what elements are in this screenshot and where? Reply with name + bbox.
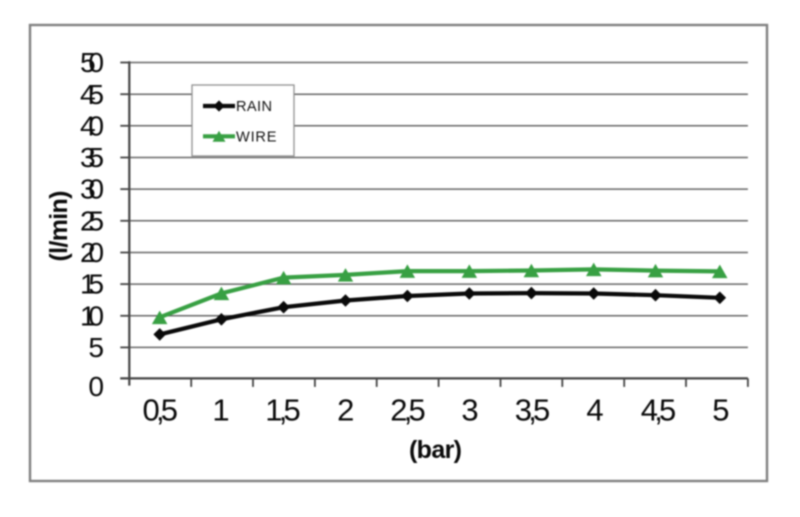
svg-text:10: 10 [80, 299, 104, 331]
svg-text:2,5: 2,5 [390, 393, 426, 428]
svg-text:2: 2 [337, 393, 354, 428]
svg-text:3,5: 3,5 [515, 393, 551, 428]
svg-text:30: 30 [80, 173, 104, 205]
svg-text:1,5: 1,5 [265, 393, 301, 428]
svg-text:4: 4 [586, 393, 603, 428]
svg-text:4,5: 4,5 [641, 393, 677, 428]
svg-text:(bar): (bar) [409, 436, 462, 464]
svg-text:5: 5 [88, 331, 104, 363]
svg-text:5: 5 [712, 393, 729, 428]
svg-text:50: 50 [80, 46, 104, 78]
svg-text:0,5: 0,5 [143, 393, 179, 428]
svg-text:45: 45 [80, 78, 104, 110]
svg-text:RAIN: RAIN [236, 99, 272, 115]
svg-text:0: 0 [88, 370, 104, 402]
svg-text:35: 35 [80, 141, 104, 173]
svg-text:WIRE: WIRE [236, 130, 277, 146]
svg-text:40: 40 [80, 109, 104, 141]
svg-text:20: 20 [80, 236, 104, 268]
svg-text:(l/min): (l/min) [45, 191, 73, 262]
svg-text:3: 3 [461, 393, 478, 428]
svg-text:25: 25 [80, 204, 104, 236]
svg-text:15: 15 [80, 268, 104, 300]
svg-text:1: 1 [212, 393, 229, 428]
